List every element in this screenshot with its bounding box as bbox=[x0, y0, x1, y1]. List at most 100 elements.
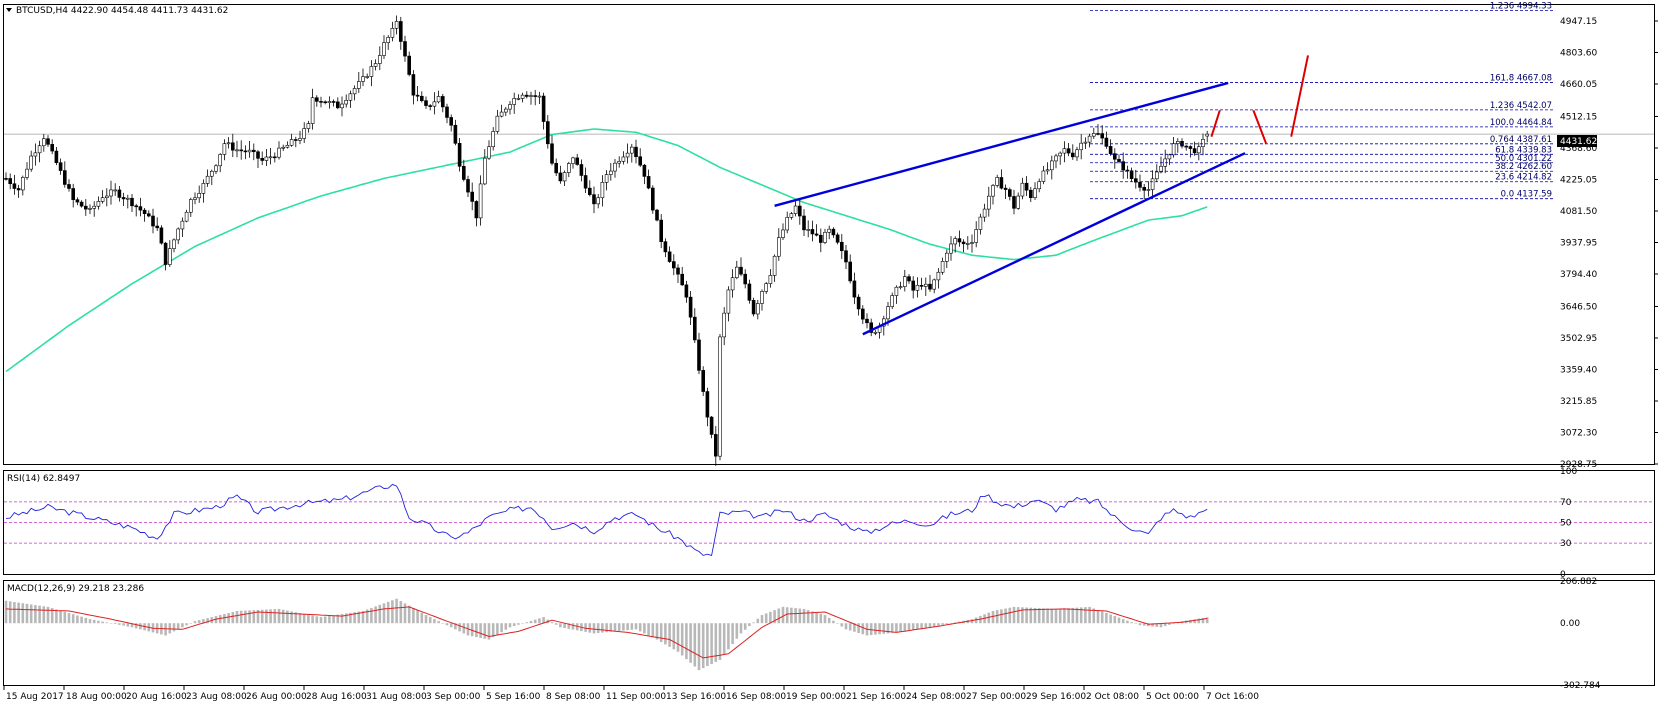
macd-tick-label: 206.882 bbox=[1560, 577, 1597, 587]
macd-histogram-bar bbox=[739, 623, 743, 634]
candle-body bbox=[281, 146, 286, 149]
macd-histogram-bar bbox=[189, 623, 193, 624]
macd-histogram-bar bbox=[1121, 619, 1125, 624]
symbol-header: BTCUSD,H4 4422.90 4454.48 4411.73 4431.6… bbox=[16, 6, 228, 16]
macd-histogram-bar bbox=[647, 623, 650, 636]
candle-body bbox=[1150, 178, 1155, 190]
candle-body bbox=[797, 205, 802, 217]
macd-histogram-bar bbox=[176, 623, 180, 630]
macd-histogram-bar bbox=[101, 621, 104, 624]
macd-histogram-bar bbox=[517, 623, 520, 625]
candle-body bbox=[62, 170, 67, 185]
macd-histogram-bar bbox=[353, 612, 356, 624]
price-tick-label: 3072.30 bbox=[1560, 428, 1597, 438]
macd-histogram-bar bbox=[521, 623, 524, 624]
macd-histogram-bar bbox=[643, 623, 646, 634]
macd-histogram-bar bbox=[785, 607, 789, 624]
candle-body bbox=[1201, 139, 1205, 148]
moving-average-layer bbox=[5, 128, 1208, 373]
candle-body bbox=[1197, 146, 1201, 154]
macd-histogram-bar bbox=[496, 623, 499, 635]
candle-body bbox=[268, 156, 273, 159]
macd-histogram-bar bbox=[781, 606, 785, 624]
macd-histogram-bar bbox=[1138, 623, 1142, 626]
candle-body bbox=[197, 193, 201, 199]
candle-body bbox=[176, 228, 180, 241]
candle-body bbox=[823, 231, 827, 243]
macd-histogram-bar bbox=[1058, 608, 1062, 624]
macd-histogram-bar bbox=[46, 606, 50, 624]
candle-body bbox=[331, 101, 336, 103]
price-panel-frame bbox=[3, 4, 1655, 465]
macd-histogram-bar bbox=[67, 613, 71, 624]
rsi-line bbox=[5, 483, 1208, 556]
macd-histogram-bar bbox=[840, 623, 844, 627]
candle-body bbox=[138, 206, 143, 211]
candle-body bbox=[957, 238, 962, 243]
macd-histogram-bar bbox=[844, 623, 848, 630]
candle-body bbox=[730, 277, 735, 291]
macd-histogram-bar bbox=[605, 623, 608, 633]
macd-histogram-bar bbox=[748, 623, 751, 627]
candle-body bbox=[29, 155, 34, 170]
macd-histogram-bar bbox=[554, 623, 558, 625]
candle-body bbox=[671, 261, 676, 269]
macd-histogram-bar bbox=[1054, 608, 1058, 624]
macd-histogram-bar bbox=[802, 608, 806, 624]
macd-histogram-bar bbox=[953, 622, 957, 624]
candle-body bbox=[1117, 158, 1121, 162]
macd-histogram-bar bbox=[1079, 607, 1083, 624]
macd-histogram-bar bbox=[118, 623, 121, 625]
candle-body bbox=[92, 205, 96, 209]
candle-body bbox=[768, 275, 773, 284]
dropdown-triangle-icon[interactable] bbox=[6, 8, 12, 12]
candle-body bbox=[508, 104, 512, 110]
macd-histogram-bar bbox=[706, 623, 709, 667]
macd-histogram-bar bbox=[1172, 623, 1175, 624]
macd-histogram-bar bbox=[1033, 607, 1037, 624]
candle-body bbox=[306, 123, 311, 129]
macd-histogram-bar bbox=[407, 605, 411, 624]
candle-body bbox=[319, 101, 323, 103]
candle-body bbox=[680, 273, 685, 286]
candle-body bbox=[1045, 169, 1050, 172]
current-price-label: 4431.62 bbox=[1560, 137, 1597, 147]
candle-body bbox=[634, 146, 638, 157]
macd-histogram-bar bbox=[974, 617, 978, 624]
macd-histogram-bar bbox=[445, 623, 449, 626]
candle-body bbox=[335, 101, 340, 109]
candle-body bbox=[1050, 160, 1054, 171]
candle-body bbox=[394, 21, 399, 29]
candle-body bbox=[130, 197, 134, 207]
candle-body bbox=[642, 164, 647, 177]
fib-level-label: 0.0 4137.59 bbox=[1501, 190, 1552, 200]
macd-histogram-bar bbox=[8, 601, 12, 624]
candle-body bbox=[974, 229, 979, 243]
macd-histogram-bar bbox=[500, 623, 503, 633]
macd-histogram-bar bbox=[214, 616, 218, 624]
candle-body bbox=[487, 146, 491, 159]
macd-histogram-bar bbox=[374, 606, 377, 624]
candle-body bbox=[482, 157, 487, 185]
macd-histogram-bar bbox=[664, 623, 667, 645]
candle-body bbox=[873, 332, 878, 334]
candle-body bbox=[1184, 145, 1188, 148]
time-tick-label: 23 Aug 08:00 bbox=[186, 692, 247, 702]
macd-histogram-bar bbox=[571, 623, 575, 630]
candle-body bbox=[638, 156, 643, 166]
candle-body bbox=[134, 205, 138, 208]
fib-level-label: 61.8 4339.83 bbox=[1495, 145, 1552, 155]
candle-body bbox=[919, 285, 924, 287]
candle-body bbox=[890, 295, 895, 307]
red-arrow bbox=[1252, 109, 1267, 144]
candle-body bbox=[512, 98, 517, 105]
candle-body bbox=[814, 233, 819, 236]
candle-body bbox=[1071, 152, 1075, 158]
candle-body bbox=[348, 93, 353, 101]
macd-histogram-bar bbox=[193, 621, 197, 624]
macd-histogram-bar bbox=[819, 613, 823, 624]
candle-body bbox=[701, 370, 706, 392]
candle-body bbox=[470, 191, 475, 202]
macd-histogram-bar bbox=[458, 623, 461, 632]
macd-histogram-bar bbox=[596, 623, 600, 634]
